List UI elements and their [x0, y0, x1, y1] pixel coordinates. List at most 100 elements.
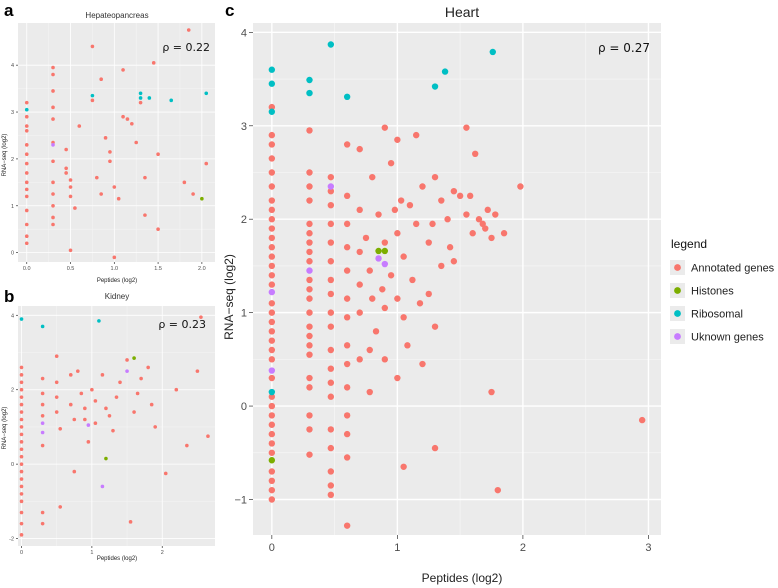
panel-b-point-annotated-genes: [93, 421, 98, 426]
panel-b-point-annotated-genes: [19, 521, 24, 526]
panel-c-point-annotated-genes: [517, 183, 524, 190]
panel-c-xtick-label: 2: [520, 542, 526, 554]
panel-b-point-annotated-genes: [195, 369, 200, 373]
panel-b-point-annotated-genes: [206, 434, 210, 439]
panel-c-point-annotated-genes: [379, 286, 386, 293]
panel-c-point-annotated-genes: [638, 416, 646, 424]
panel-b-point-histones: [104, 456, 108, 461]
panel-b-point-annotated-genes: [118, 380, 122, 385]
panel-b-point-annotated-genes: [19, 499, 24, 504]
legend: legend Annotated genes Histones Ribosomal U…: [670, 237, 775, 344]
panel-a-point-annotated-genes: [156, 227, 160, 231]
panel-c-point-annotated-genes: [268, 318, 276, 326]
panel-a-point-annotated-genes: [51, 222, 55, 227]
panel-c-point-annotated-genes: [369, 295, 376, 302]
panel-c-point-annotated-genes: [268, 449, 276, 456]
panel-c-point-annotated-genes: [431, 444, 439, 452]
panel-c-point-ribosomal: [306, 76, 313, 84]
panel-c-point-annotated-genes: [268, 244, 276, 251]
panel-c-point-annotated-genes: [306, 332, 313, 340]
panel-a-point-annotated-genes: [112, 255, 117, 260]
panel-b-point-annotated-genes: [40, 413, 45, 418]
panel-c-point-uknown-genes: [306, 267, 313, 274]
panel-a-point-ribosomal: [24, 107, 29, 112]
panel-a-point-annotated-genes: [51, 65, 55, 70]
panel-c-point-annotated-genes: [343, 454, 351, 461]
panel-a-point-annotated-genes: [108, 159, 112, 164]
panel-a-point-annotated-genes: [24, 100, 29, 105]
panel-c-point-annotated-genes: [306, 309, 313, 316]
panel-c-point-annotated-genes: [306, 323, 313, 330]
panel-b-point-annotated-genes: [125, 358, 129, 362]
panel-a-point-annotated-genes: [24, 128, 29, 133]
panel-c-point-annotated-genes: [463, 211, 470, 218]
panel-c-point-annotated-genes: [362, 234, 370, 242]
panel-b-point-annotated-genes: [107, 413, 112, 418]
legend-key-dot: [674, 264, 681, 271]
panel-a-point-annotated-genes: [64, 171, 68, 175]
panel-c-point-uknown-genes: [268, 288, 276, 296]
panel-c-background: [253, 23, 661, 535]
panel-c-point-annotated-genes: [327, 393, 335, 400]
panel-b-point-annotated-genes: [19, 440, 24, 444]
panel-a-point-annotated-genes: [24, 114, 29, 119]
panel-b-point-annotated-genes: [54, 354, 59, 359]
panel-a-point-annotated-genes: [151, 61, 156, 65]
panel-c-point-annotated-genes: [327, 444, 335, 452]
panel-c-xtick-label: 3: [645, 542, 651, 554]
panel-c-point-ribosomal: [343, 93, 351, 101]
panel-c-point-annotated-genes: [387, 159, 395, 167]
panel-c-point-annotated-genes: [327, 220, 335, 228]
panel-a-point-annotated-genes: [186, 28, 191, 32]
legend-item-label: Histones: [691, 286, 734, 298]
panel-a-point-annotated-genes: [103, 136, 108, 140]
panel-c-title: Heart: [445, 4, 479, 20]
legend-title: legend: [671, 237, 707, 251]
panel-c-point-annotated-genes: [343, 192, 351, 200]
panel-c-point-annotated-genes: [356, 309, 363, 316]
panel-c-point-ribosomal: [489, 48, 496, 56]
panel-b-point-annotated-genes: [68, 402, 73, 407]
panel-a-point-annotated-genes: [156, 152, 160, 157]
panel-b-point-annotated-genes: [40, 402, 45, 407]
panel-c-ytick-label: 3: [241, 121, 247, 133]
panel-c-point-annotated-genes: [327, 491, 335, 499]
panel-b-rho: ρ = 0.23: [158, 318, 206, 331]
panel-a-point-annotated-genes: [77, 124, 82, 128]
panel-b-point-annotated-genes: [40, 376, 45, 381]
panel-c-point-annotated-genes: [268, 272, 276, 279]
panel-c-point-annotated-genes: [446, 244, 454, 251]
panel-c-point-annotated-genes: [306, 412, 313, 419]
panel-c-point-annotated-genes: [492, 211, 499, 218]
panel-c-point-annotated-genes: [369, 173, 376, 181]
panel-c-point-annotated-genes: [425, 239, 432, 246]
panel-a-point-annotated-genes: [121, 114, 125, 119]
panel-c-point-annotated-genes: [372, 328, 380, 335]
panel-c-point-uknown-genes: [327, 183, 335, 190]
panel-a-point-annotated-genes: [138, 100, 143, 105]
panel-c-point-annotated-genes: [397, 197, 405, 204]
panel-b-point-annotated-genes: [199, 315, 203, 319]
panel-c-point-annotated-genes: [306, 384, 313, 391]
panel-a-ytick-label: 1: [11, 204, 14, 210]
panel-c-point-annotated-genes: [268, 169, 276, 176]
panel-a-ytick-label: 2: [11, 157, 14, 163]
panel-c-point-annotated-genes: [327, 365, 335, 372]
panel-c-point-annotated-genes: [419, 360, 426, 368]
panel-a-point-annotated-genes: [204, 161, 209, 166]
panel-b-point-annotated-genes: [19, 410, 24, 414]
panel-b-point-annotated-genes: [19, 447, 24, 452]
panel-c-point-annotated-genes: [268, 225, 276, 232]
panel-c-point-annotated-genes: [327, 468, 335, 475]
panel-a-ylabel: RNA−seq (log2): [2, 134, 8, 177]
panel-a-point-annotated-genes: [24, 152, 29, 157]
panel-c-point-annotated-genes: [327, 323, 335, 330]
panel-a-point-annotated-genes: [51, 117, 55, 121]
panel-b-background: [18, 306, 215, 546]
panel-b-ylabel: RNA−seq (log2): [2, 407, 8, 450]
panel-c-point-annotated-genes: [306, 286, 313, 293]
panel-c-point-ribosomal: [268, 108, 276, 115]
panel-c-point-annotated-genes: [306, 127, 313, 134]
panel-c-point-annotated-genes: [268, 216, 276, 223]
panel-b-point-ribosomal: [97, 319, 101, 323]
